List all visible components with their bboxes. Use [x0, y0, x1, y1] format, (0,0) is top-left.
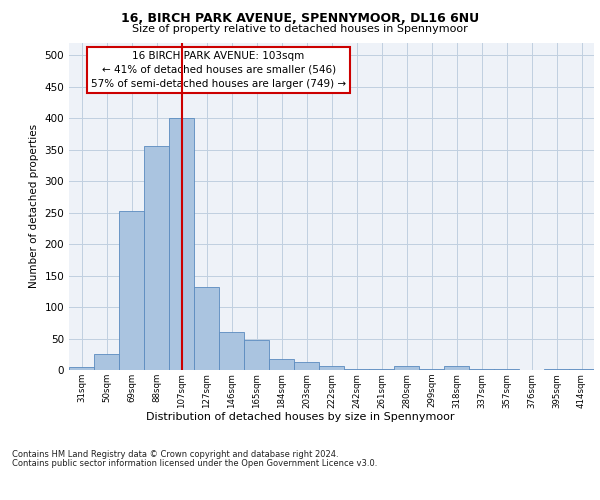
Bar — [469, 368, 494, 370]
Text: 16, BIRCH PARK AVENUE, SPENNYMOOR, DL16 6NU: 16, BIRCH PARK AVENUE, SPENNYMOOR, DL16 … — [121, 12, 479, 26]
Bar — [194, 287, 219, 370]
Bar — [269, 360, 294, 370]
Bar — [369, 368, 394, 370]
Text: Distribution of detached houses by size in Spennymoor: Distribution of detached houses by size … — [146, 412, 454, 422]
Bar — [344, 368, 369, 370]
Bar — [394, 366, 419, 370]
Bar — [569, 368, 594, 370]
Text: Contains HM Land Registry data © Crown copyright and database right 2024.: Contains HM Land Registry data © Crown c… — [12, 450, 338, 459]
Bar — [144, 146, 169, 370]
Bar — [219, 332, 244, 370]
Bar — [119, 210, 144, 370]
Bar — [69, 367, 94, 370]
Bar — [444, 366, 469, 370]
Text: 16 BIRCH PARK AVENUE: 103sqm
← 41% of detached houses are smaller (546)
57% of s: 16 BIRCH PARK AVENUE: 103sqm ← 41% of de… — [91, 50, 346, 88]
Text: Contains public sector information licensed under the Open Government Licence v3: Contains public sector information licen… — [12, 458, 377, 468]
Text: Size of property relative to detached houses in Spennymoor: Size of property relative to detached ho… — [132, 24, 468, 34]
Y-axis label: Number of detached properties: Number of detached properties — [29, 124, 39, 288]
Bar — [419, 368, 444, 370]
Bar — [244, 340, 269, 370]
Bar — [319, 366, 344, 370]
Bar — [169, 118, 194, 370]
Bar — [94, 354, 119, 370]
Bar — [294, 362, 319, 370]
